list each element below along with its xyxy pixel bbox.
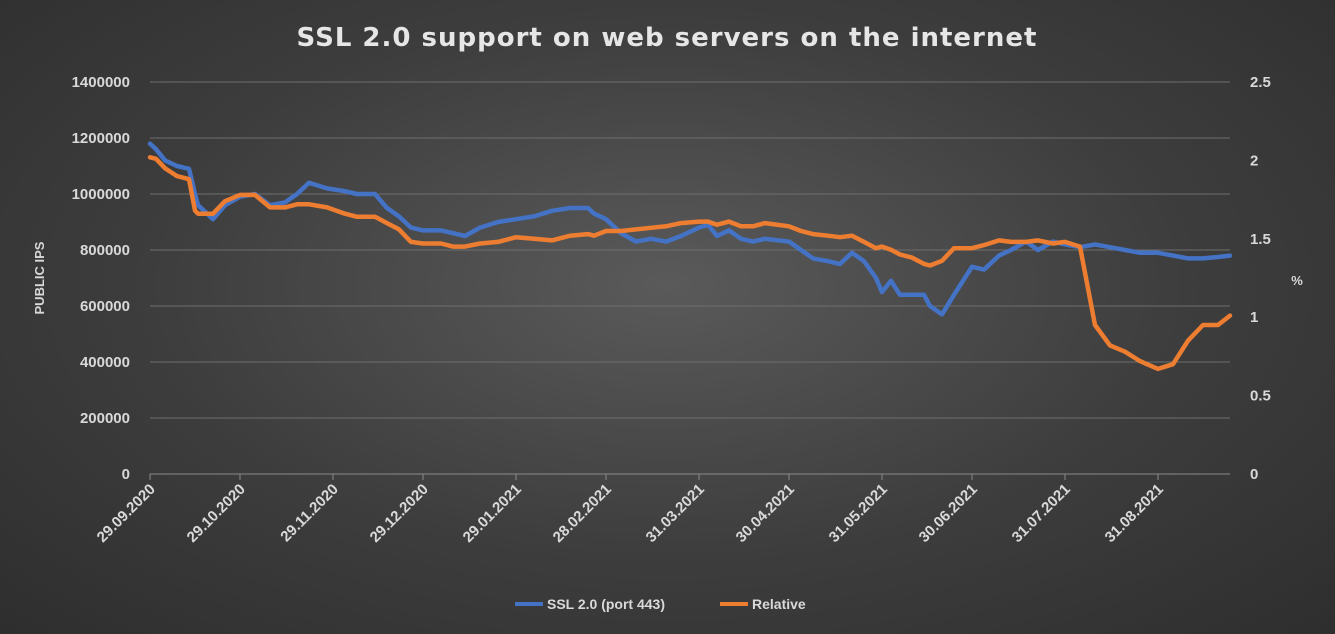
- y-tick-label: 1400000: [72, 74, 130, 91]
- y-tick-label: 1000000: [72, 186, 130, 203]
- y2-tick-label: 1: [1250, 309, 1258, 326]
- y-axis-label: PUBLIC IPS: [32, 241, 47, 314]
- series-line: [147, 155, 1233, 372]
- legend-label: Relative: [752, 596, 806, 612]
- x-tick-label: 31.08.2021: [1102, 481, 1167, 546]
- y2-axis-ticks: 0 0.5 1 1.5 2 2.5: [1250, 74, 1271, 483]
- x-tick-label: 30.04.2021: [733, 481, 798, 546]
- y-tick-label: 600000: [80, 298, 130, 315]
- y-tick-label: 0: [122, 466, 130, 483]
- x-tick-label: 31.07.2021: [1009, 481, 1074, 546]
- y2-tick-label: 0.5: [1250, 388, 1271, 405]
- gridlines: [150, 81, 1230, 475]
- x-tick-label: 29.10.2020: [184, 481, 249, 546]
- y2-axis-label: %: [1291, 273, 1303, 288]
- y-tick-label: 400000: [80, 354, 130, 371]
- chart-title: SSL 2.0 support on web servers on the in…: [297, 23, 1038, 53]
- x-tick-label: 29.09.2020: [94, 481, 159, 546]
- x-tick-label: 29.01.2021: [460, 481, 525, 546]
- legend: SSL 2.0 (port 443) Relative: [515, 596, 806, 612]
- legend-label: SSL 2.0 (port 443): [547, 596, 665, 612]
- plot-lines: [147, 141, 1233, 372]
- x-tick-label: 29.12.2020: [367, 481, 432, 546]
- y2-tick-label: 2.5: [1250, 74, 1271, 91]
- x-tick-label: 31.05.2021: [826, 481, 891, 546]
- y2-tick-label: 2: [1250, 152, 1258, 169]
- y2-tick-label: 0: [1250, 466, 1258, 483]
- x-tick-label: 31.03.2021: [643, 481, 708, 546]
- x-tick-label: 29.11.2020: [277, 481, 342, 546]
- x-tick-label: 28.02.2021: [550, 481, 615, 546]
- y-tick-label: 200000: [80, 410, 130, 427]
- y-axis-ticks: 0 200000 400000 600000 800000 1000000 1200000 1…: [72, 74, 130, 483]
- x-tick-label: 30.06.2021: [916, 481, 981, 546]
- y2-tick-label: 1.5: [1250, 231, 1271, 248]
- y-tick-label: 800000: [80, 242, 130, 259]
- x-axis-ticks: 29.09.2020 29.10.2020 29.11.2020 29.12.2020…: [94, 474, 1167, 546]
- series-line: [147, 141, 1233, 317]
- y-tick-label: 1200000: [72, 130, 130, 147]
